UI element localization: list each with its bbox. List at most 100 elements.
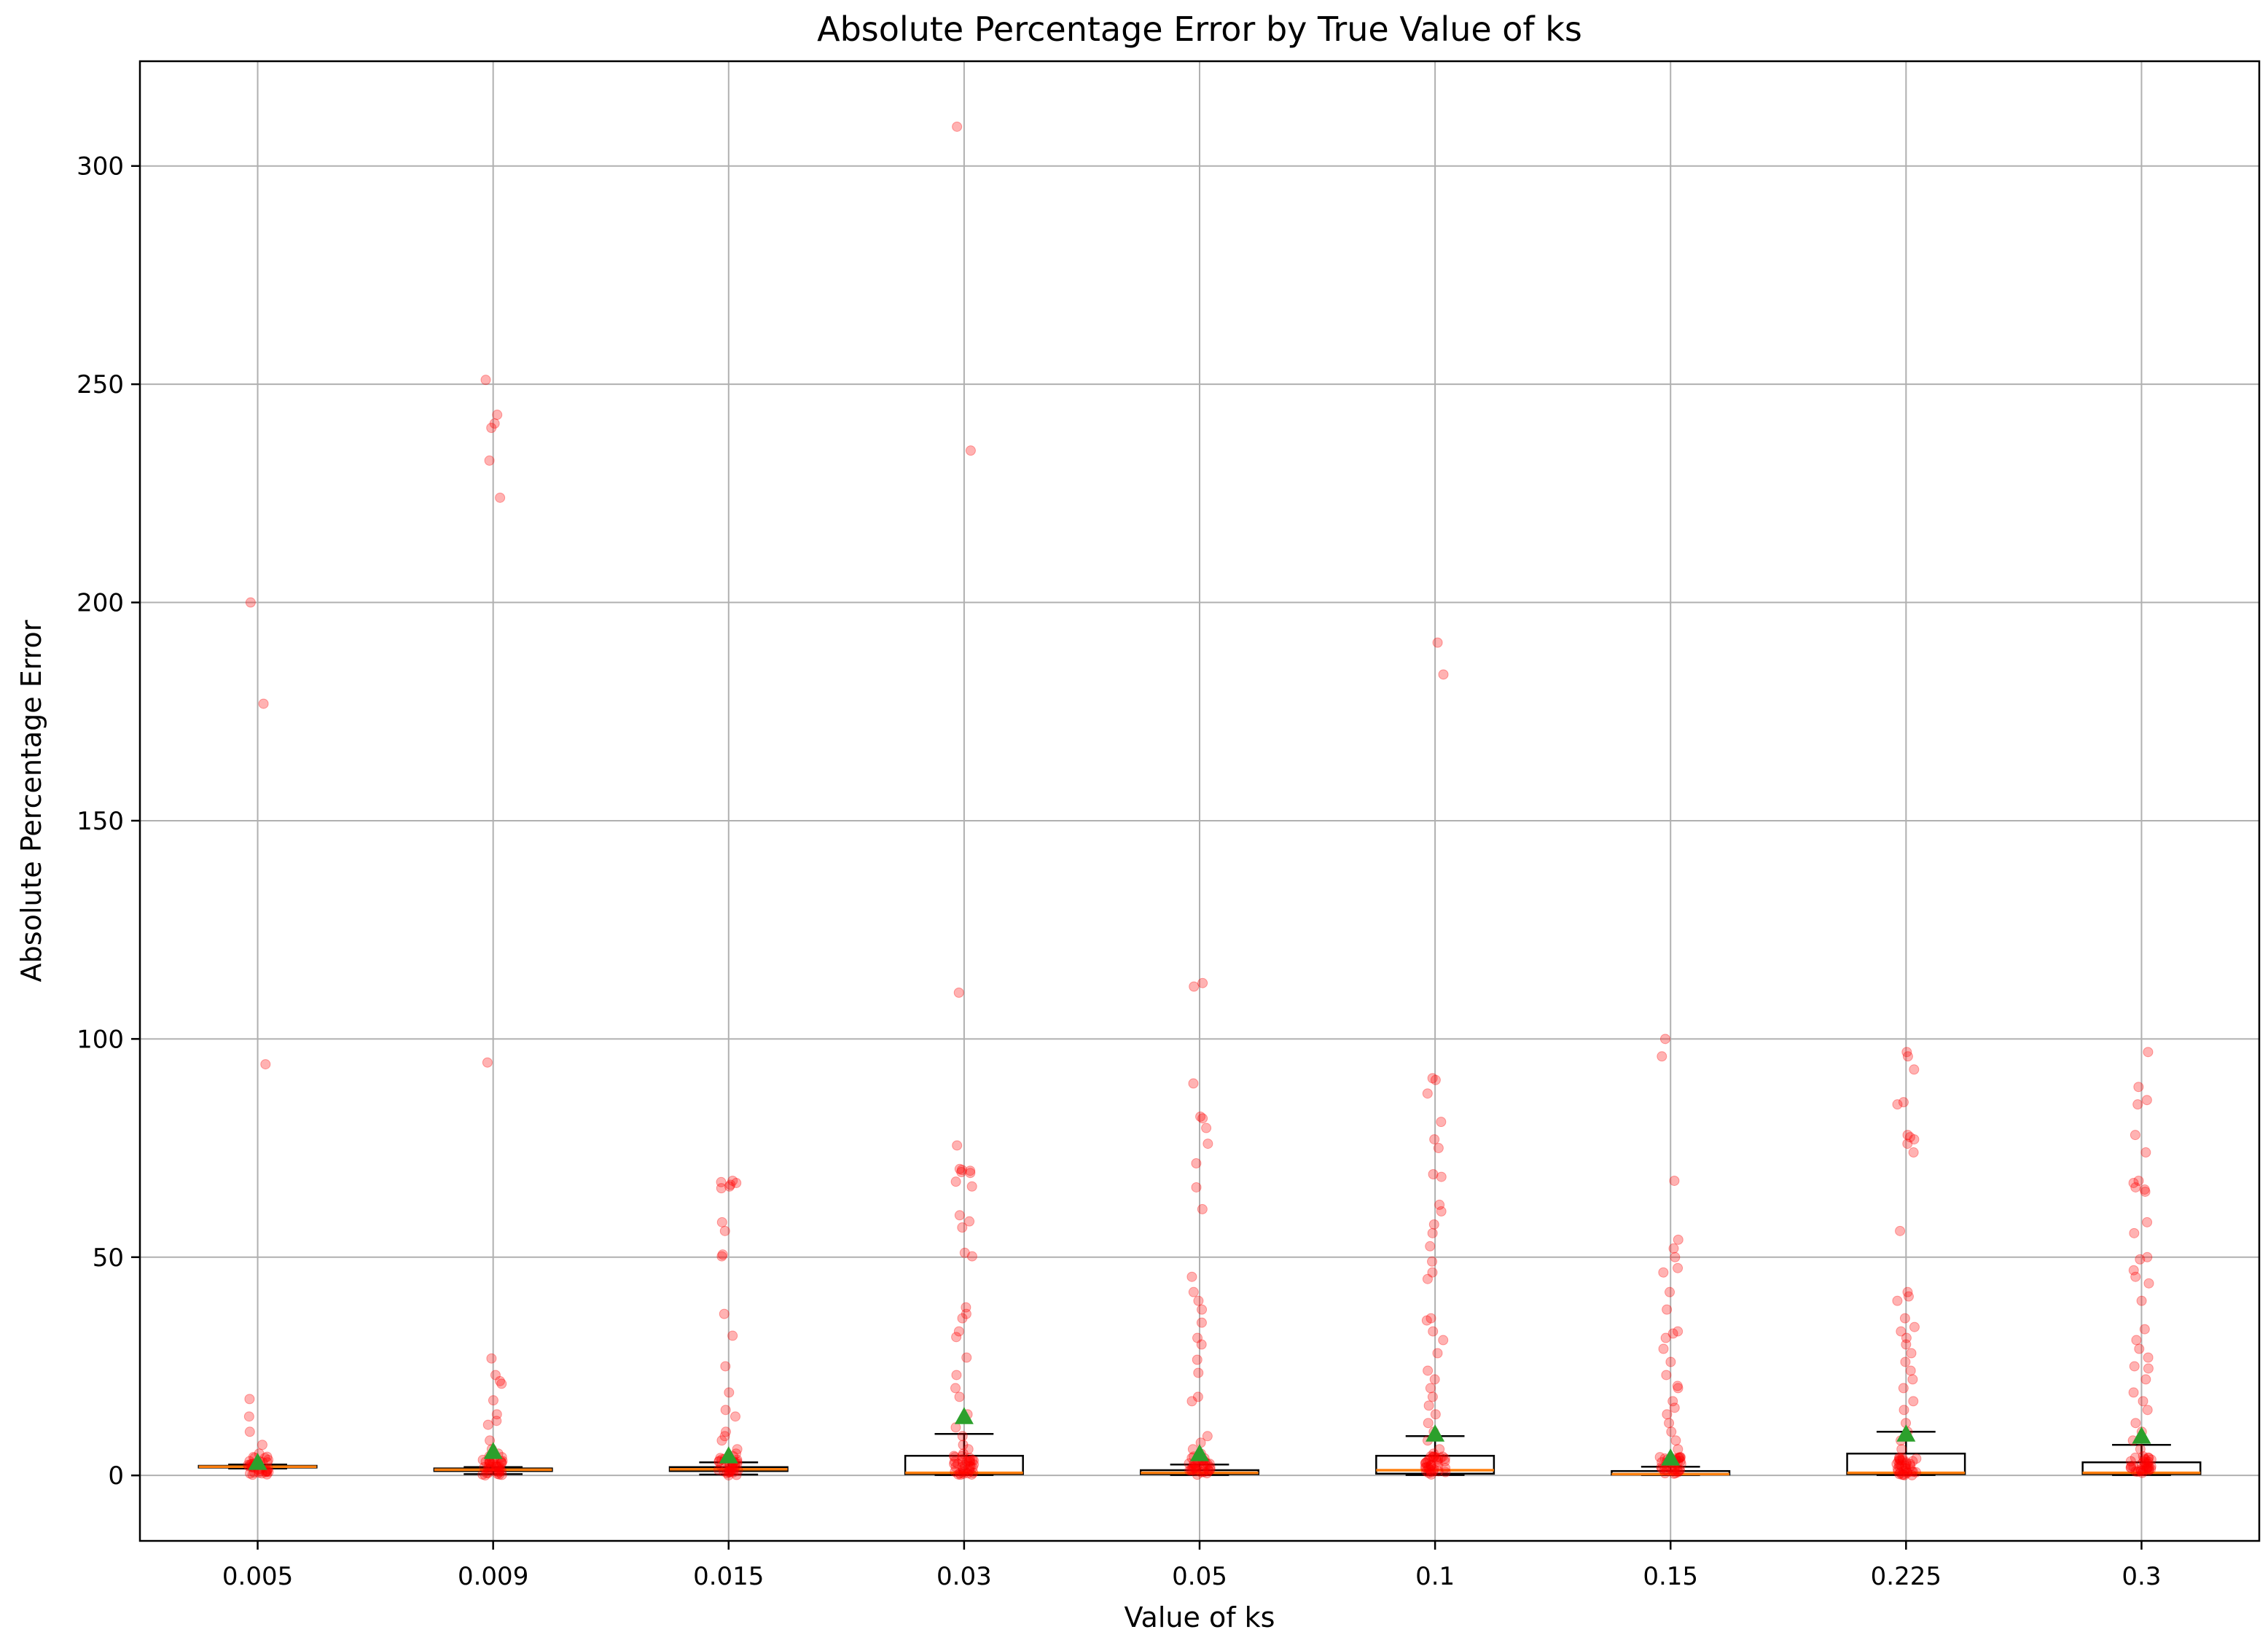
data-point [1432,1348,1443,1359]
data-point [1895,1467,1906,1478]
data-point [480,1470,490,1481]
data-point [1428,1452,1439,1463]
data-point [1426,1467,1436,1477]
data-point [1892,1295,1903,1306]
data-point [258,698,269,709]
data-point [723,1467,734,1477]
data-point [1898,1383,1909,1394]
data-point [1189,1463,1200,1474]
data-point [957,1222,968,1233]
data-point [2141,1461,2152,1472]
data-point [724,1181,735,1192]
data-point [1420,1462,1431,1473]
data-point [958,1468,969,1479]
mean-marker [719,1446,738,1464]
data-point [1420,1462,1431,1473]
data-point [494,1375,505,1386]
data-point [1428,1451,1439,1462]
data-point [1187,1464,1198,1475]
data-point [2130,1452,2140,1463]
data-point [1900,1463,1911,1474]
data-point [2143,1453,2154,1464]
data-point [1659,1034,1670,1045]
data-point [492,410,503,421]
data-point [719,1225,730,1236]
data-point [961,1456,972,1467]
data-point [1429,1134,1440,1145]
data-point [1196,1317,1207,1328]
data-point [2135,1466,2146,1477]
data-point [2135,1254,2146,1265]
data-point [1203,1466,1214,1477]
iqr-box [2081,1461,2202,1475]
data-point [1186,1465,1197,1476]
data-point [2129,1227,2140,1238]
data-point [2140,1147,2151,1158]
x-tick-label: 0.015 [693,1562,764,1591]
data-point [491,1461,502,1472]
data-point [1191,1158,1202,1169]
data-point [959,1466,970,1477]
data-point [1901,1332,1912,1343]
data-point [1438,1335,1449,1346]
data-point [968,1455,979,1466]
data-point [954,1210,965,1221]
data-point [1436,1206,1447,1217]
data-point [965,1168,976,1179]
data-point [1192,1332,1203,1343]
data-point [1193,1295,1204,1306]
data-point [963,1444,974,1455]
data-point [1668,1468,1679,1479]
data-point [1907,1456,1918,1467]
data-point [1900,1356,1911,1367]
data-point [1901,1339,1912,1350]
data-point [2133,1082,2144,1093]
data-point [1673,1444,1684,1455]
data-point [964,1216,975,1227]
data-point [1907,1466,1917,1477]
data-point [1669,1175,1680,1186]
data-point [1899,1405,1909,1416]
data-point [491,1409,502,1420]
data-point [728,1467,739,1477]
data-point [965,1461,976,1472]
data-point [720,1426,731,1437]
data-point [1426,1461,1436,1472]
data-point [965,1166,976,1176]
data-point [2131,1335,2142,1346]
data-point [1906,1348,1917,1359]
data-point [1425,1383,1436,1394]
data-point [716,1217,727,1227]
data-point [244,1426,255,1437]
data-point [948,1451,959,1461]
data-point [964,1456,975,1467]
data-point [2138,1396,2148,1407]
data-point [724,1467,735,1477]
data-point [1423,1461,1434,1472]
data-point [477,1469,488,1480]
data-point [716,1183,727,1194]
data-point [1672,1381,1683,1391]
mean-marker [1896,1424,1916,1442]
data-point [2141,1095,2152,1106]
data-point [1668,1243,1679,1254]
data-point [958,1448,969,1459]
data-point [491,1416,502,1426]
data-point [1902,1139,1913,1149]
data-point [2143,1461,2154,1472]
data-point [488,1395,498,1406]
data-point [1662,1304,1673,1315]
data-point [1434,1444,1445,1455]
data-point [961,1308,971,1319]
data-point [2135,1465,2146,1476]
data-point [1428,1168,1439,1179]
data-point [1899,1313,1910,1324]
data-point [2135,1444,2146,1455]
data-point [1908,1147,1919,1158]
data-point [2128,1177,2139,1188]
data-point [951,1370,962,1381]
data-point [2125,1462,2136,1473]
data-point [2146,1464,2156,1475]
data-point [1673,1466,1684,1477]
mean-marker [483,1442,503,1459]
